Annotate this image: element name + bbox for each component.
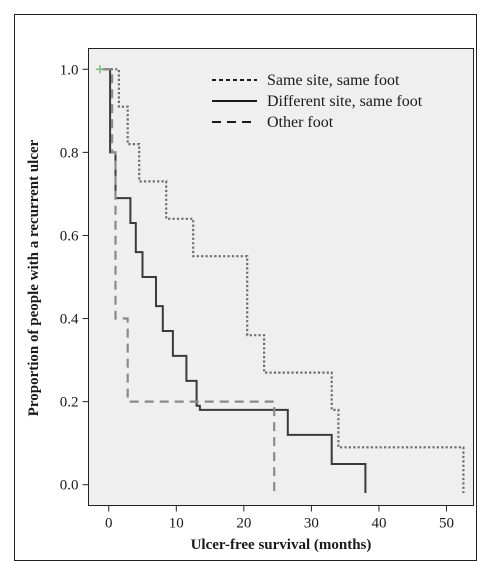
- x-axis-label: Ulcer-free survival (months): [191, 537, 372, 553]
- y-tick-label: 1.0: [60, 62, 79, 78]
- y-axis-ticks: 0.0 0.2 0.4 0.6 0.8 1.0: [60, 62, 89, 494]
- y-tick-label: 0.6: [60, 228, 79, 244]
- x-tick-label: 0: [105, 516, 113, 532]
- series-layer: [95, 65, 465, 493]
- legend-label: Same site, same foot: [267, 72, 400, 89]
- x-tick-label: 40: [371, 516, 386, 532]
- series-line-1: [102, 68, 367, 493]
- x-tick-label: 30: [304, 516, 319, 532]
- y-tick-label: 0.8: [60, 145, 79, 161]
- legend-label: Different site, same foot: [267, 93, 423, 110]
- y-tick-label: 0.4: [60, 312, 79, 328]
- x-axis-ticks: 0 10 20 30 40 50: [105, 505, 454, 532]
- y-tick-label: 0.0: [60, 478, 79, 494]
- legend-label: Other foot: [267, 114, 334, 131]
- x-tick-label: 50: [439, 516, 454, 532]
- series-line-2: [102, 68, 276, 493]
- legend: Same site, same foot Different site, same…: [212, 72, 423, 131]
- x-tick-label: 20: [236, 516, 251, 532]
- series-line-0: [102, 68, 465, 493]
- y-tick-label: 0.2: [60, 395, 79, 411]
- y-axis-label: Proportion of people with a recurrent ul…: [26, 139, 42, 416]
- censor-mark: [95, 65, 104, 74]
- x-tick-label: 10: [169, 516, 184, 532]
